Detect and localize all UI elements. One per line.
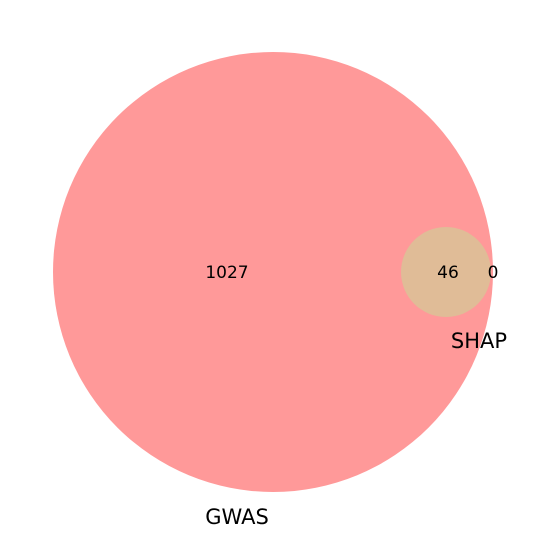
- shap-circle: [401, 227, 491, 317]
- shap-set-label: SHAP: [451, 329, 507, 353]
- gwas-circle: [53, 52, 493, 492]
- gwas-only-count: 1027: [205, 263, 248, 283]
- shap-only-count: 0: [488, 263, 499, 283]
- intersection-count: 46: [437, 263, 459, 283]
- gwas-set-label: GWAS: [205, 505, 269, 529]
